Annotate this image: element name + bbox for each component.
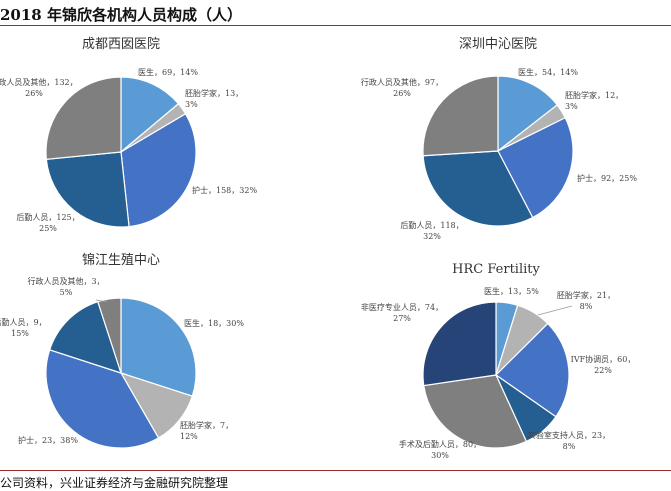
pie-slice xyxy=(497,75,559,153)
pie-slice xyxy=(423,374,528,449)
pie-slice xyxy=(45,349,160,449)
page-title: 2018 年锦欣各机构人员构成（人） xyxy=(0,6,242,24)
pie-slice xyxy=(497,116,574,219)
header-rule xyxy=(0,25,671,26)
data-label: 后勤人员，125， 25% xyxy=(16,212,79,233)
data-label: 后勤人员，118， 32% xyxy=(400,220,463,241)
data-label: 实验室支持人员，23， 8% xyxy=(528,430,610,451)
pie-slice xyxy=(45,76,122,160)
data-label: 护士，23，38% xyxy=(18,435,78,445)
pie-slice xyxy=(495,322,570,418)
pie-slice xyxy=(422,150,534,227)
data-label: 行政人员及其他，132，26% xyxy=(0,77,78,98)
data-label: IVF协调员，60， 22% xyxy=(571,354,636,375)
leader-line xyxy=(95,299,109,303)
data-label: 护士，92，25% xyxy=(577,173,637,183)
pie-slice xyxy=(120,76,180,154)
pie-slice xyxy=(422,75,499,157)
chart-title: HRC Fertility xyxy=(452,262,540,277)
footer-rule xyxy=(0,470,671,471)
data-label: 医生，13，5% xyxy=(484,286,539,296)
pie-slice xyxy=(97,297,122,374)
data-label: 非医疗专业人员，74， 27% xyxy=(361,302,443,323)
data-label: 胚胎学家，12， 3% xyxy=(565,90,623,111)
pie-slice xyxy=(120,112,197,228)
data-label: 行政人员及其他，97， 26% xyxy=(361,77,443,98)
pie-slice xyxy=(422,301,497,387)
leader-line xyxy=(537,305,573,316)
data-label: 行政人员及其他，3， 5% xyxy=(27,276,104,297)
pie-slice xyxy=(45,151,130,228)
data-label: 护士，158，32% xyxy=(192,185,257,195)
source-note: 公司资料，兴业证券经济与金融研究院整理 xyxy=(0,476,229,490)
data-label: 胚胎学家，7， 12% xyxy=(180,420,233,441)
data-label: 医生，18，30% xyxy=(184,318,244,328)
chart-title: 锦江生殖中心 xyxy=(82,252,160,268)
data-label: 后勤人员，9，15% xyxy=(0,317,47,338)
chart-title: 深圳中沁医院 xyxy=(459,37,537,52)
data-label: 胚胎学家，13， 3% xyxy=(185,88,243,109)
pie-slice xyxy=(120,297,197,397)
data-label: 胚胎学家，21， 8% xyxy=(557,290,615,311)
chart-title: 成都西囡医院 xyxy=(82,37,160,52)
data-label: 手术及后勤人员，80， 30% xyxy=(399,439,481,460)
data-label: 医生，69，14% xyxy=(138,67,198,77)
data-label: 医生，54，14% xyxy=(518,67,578,77)
pie-chart-4: HRC Fertility 医生，13，5% 胚胎学家，21， 8% IVF协调员，60… xyxy=(361,262,635,460)
